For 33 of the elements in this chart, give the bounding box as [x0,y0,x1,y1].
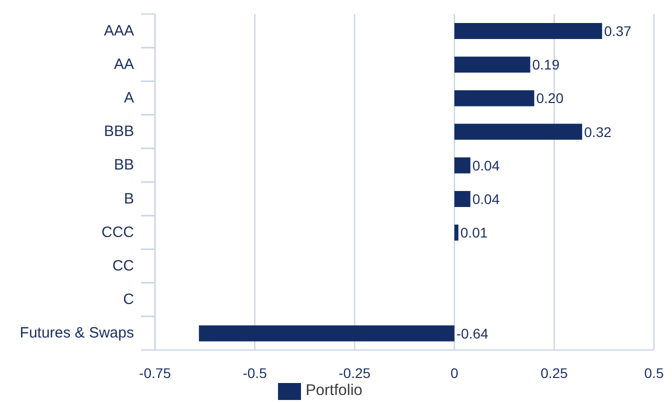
x-tick-label: 0.25 [540,364,568,381]
x-tick-label: -0.75 [139,364,172,381]
y-tick-label: B [124,190,134,208]
y-tick-label: CCC [102,224,134,241]
data-label: -0.64 [456,325,489,342]
data-label: 0.20 [536,90,564,106]
y-tick-label: Futures & Swaps [20,324,134,342]
bar [454,191,470,207]
y-tick-label: A [124,90,134,106]
x-tick-label: 0.5 [644,364,664,381]
y-tick-label: AA [114,56,134,73]
y-tick-label: BBB [104,123,134,140]
x-tick-label: -0.5 [242,364,268,381]
y-tick-label: BB [114,156,134,174]
x-tick-label: -0.25 [338,364,371,381]
bar [454,124,582,140]
data-label: 0.04 [472,157,500,174]
bar [198,325,454,342]
data-label: 0.19 [532,56,560,73]
y-tick-label: AAA [104,22,134,40]
y-tick-label: CC [112,258,134,274]
data-label: 0.37 [604,23,632,39]
bar [454,157,470,174]
data-label: 0.32 [584,124,612,140]
data-label: 0.04 [472,191,500,207]
bar [454,56,530,73]
bar [454,90,534,106]
x-tick-label: 0 [450,364,458,381]
data-label: 0.01 [460,224,488,241]
bar [454,224,458,241]
legend-label: Portfolio [306,382,362,400]
y-tick-label: C [123,291,134,308]
bar [454,23,602,39]
